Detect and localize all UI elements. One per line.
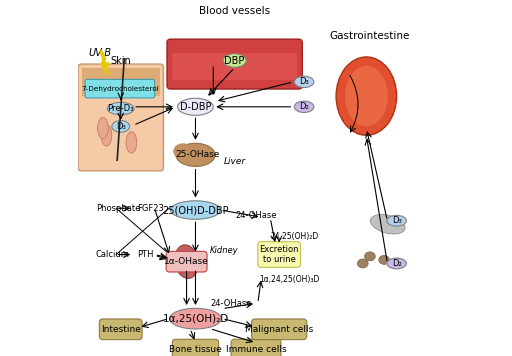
Ellipse shape bbox=[176, 143, 215, 167]
Text: Malignant cells: Malignant cells bbox=[245, 325, 313, 334]
Text: Phosphate: Phosphate bbox=[96, 204, 140, 213]
Ellipse shape bbox=[365, 252, 375, 261]
Text: Calcium: Calcium bbox=[96, 250, 130, 259]
Ellipse shape bbox=[223, 54, 246, 67]
Text: Bone tissue: Bone tissue bbox=[169, 345, 222, 354]
Text: UV-B: UV-B bbox=[89, 48, 112, 58]
FancyBboxPatch shape bbox=[78, 64, 163, 171]
Ellipse shape bbox=[294, 76, 314, 88]
FancyBboxPatch shape bbox=[81, 68, 160, 96]
Text: Skin: Skin bbox=[111, 56, 131, 66]
Text: D₂: D₂ bbox=[299, 102, 309, 111]
Ellipse shape bbox=[345, 66, 388, 126]
FancyBboxPatch shape bbox=[167, 39, 302, 89]
Ellipse shape bbox=[126, 132, 137, 153]
Ellipse shape bbox=[108, 103, 134, 115]
FancyBboxPatch shape bbox=[251, 319, 307, 340]
Text: Blood vessels: Blood vessels bbox=[199, 6, 270, 16]
Text: 24,25(OH)₂D: 24,25(OH)₂D bbox=[270, 232, 318, 241]
FancyBboxPatch shape bbox=[173, 339, 219, 356]
Text: PTH: PTH bbox=[137, 250, 153, 259]
Ellipse shape bbox=[169, 308, 221, 329]
Text: D₃: D₃ bbox=[299, 77, 309, 87]
Ellipse shape bbox=[379, 256, 390, 264]
Text: 1α,25(OH)₂D: 1α,25(OH)₂D bbox=[162, 314, 228, 324]
Ellipse shape bbox=[178, 98, 214, 115]
Text: 1α-OHase: 1α-OHase bbox=[164, 257, 209, 266]
Text: D₂: D₂ bbox=[392, 259, 401, 268]
Ellipse shape bbox=[387, 258, 407, 269]
Ellipse shape bbox=[294, 101, 314, 112]
Ellipse shape bbox=[170, 201, 220, 219]
Ellipse shape bbox=[101, 125, 112, 146]
Text: Intestine: Intestine bbox=[101, 325, 141, 334]
FancyBboxPatch shape bbox=[85, 79, 155, 98]
FancyBboxPatch shape bbox=[173, 53, 297, 80]
Ellipse shape bbox=[112, 120, 130, 132]
Text: FGF23: FGF23 bbox=[137, 204, 164, 213]
Text: Liver: Liver bbox=[224, 157, 246, 167]
Text: DBP: DBP bbox=[224, 56, 245, 66]
Text: Excretion
to urine: Excretion to urine bbox=[260, 245, 299, 264]
Ellipse shape bbox=[370, 215, 405, 234]
Text: 24-OHase: 24-OHase bbox=[235, 211, 277, 220]
Text: Pre-D₃: Pre-D₃ bbox=[108, 104, 134, 113]
Ellipse shape bbox=[387, 215, 407, 226]
Ellipse shape bbox=[357, 259, 368, 268]
Text: D-DBP: D-DBP bbox=[180, 102, 211, 112]
Text: Gastrointestine: Gastrointestine bbox=[330, 31, 410, 41]
Text: D₃: D₃ bbox=[392, 216, 401, 225]
Ellipse shape bbox=[98, 117, 108, 139]
Text: 7-Dehydrocholesterol: 7-Dehydrocholesterol bbox=[81, 86, 159, 91]
FancyBboxPatch shape bbox=[258, 242, 301, 267]
Text: Kidney: Kidney bbox=[210, 246, 239, 256]
Text: 1α,24,25(OH)₃D: 1α,24,25(OH)₃D bbox=[260, 275, 320, 284]
Text: 25(OH)D-DBP: 25(OH)D-DBP bbox=[162, 205, 229, 215]
Ellipse shape bbox=[175, 245, 198, 278]
Text: D₃: D₃ bbox=[116, 122, 125, 131]
Text: Immune cells: Immune cells bbox=[226, 345, 286, 354]
Ellipse shape bbox=[173, 143, 193, 159]
FancyBboxPatch shape bbox=[166, 251, 207, 272]
Text: 25-OHase: 25-OHase bbox=[175, 150, 220, 159]
FancyBboxPatch shape bbox=[99, 319, 142, 340]
Text: 24-OHase: 24-OHase bbox=[210, 299, 252, 308]
FancyBboxPatch shape bbox=[231, 339, 281, 356]
Ellipse shape bbox=[336, 57, 397, 135]
